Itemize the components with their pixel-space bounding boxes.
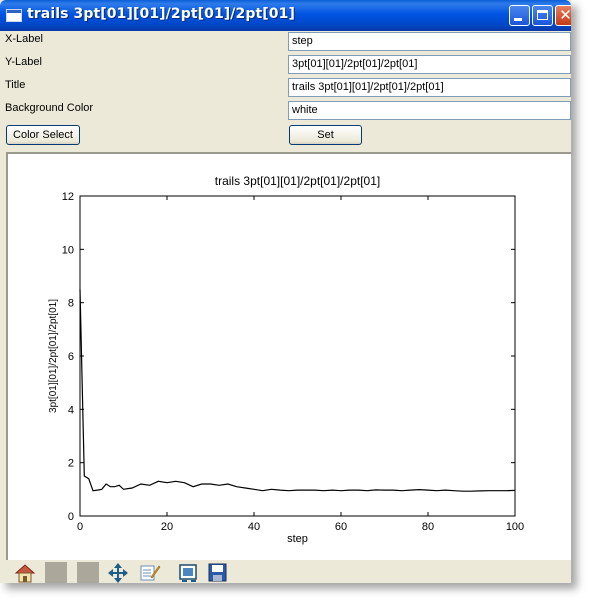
bgcolor-input[interactable]: white	[288, 101, 571, 120]
title-bar[interactable]: trails 3pt[01][01]/2pt[01]/2pt[01] ✕	[0, 0, 571, 31]
y-tick-label: 8	[68, 298, 74, 310]
set-button[interactable]: Set	[289, 125, 362, 145]
y-tick-label: 4	[68, 404, 74, 416]
navigation-toolbar	[0, 560, 571, 583]
x-tick-label: 0	[77, 521, 83, 533]
home-icon[interactable]	[14, 562, 36, 583]
series-line	[79, 289, 516, 492]
xlabel-input[interactable]: step	[288, 32, 571, 51]
pan-icon[interactable]	[107, 562, 129, 583]
color-select-button[interactable]: Color Select	[6, 125, 80, 145]
settings-form: X-Label Y-Label Title Background Color s…	[3, 32, 571, 150]
minimize-button[interactable]	[509, 5, 530, 26]
zoom-icon[interactable]	[139, 562, 161, 583]
x-tick-label: 20	[161, 521, 173, 533]
subplots-icon[interactable]	[178, 562, 200, 583]
window-title: trails 3pt[01][01]/2pt[01]/2pt[01]	[27, 6, 295, 22]
y-tick-label: 2	[68, 458, 74, 470]
bgcolor-label: Background Color	[5, 102, 94, 114]
maximize-button[interactable]	[532, 5, 553, 26]
x-tick-label: 40	[248, 521, 260, 533]
title-label: Title	[5, 79, 26, 91]
line-chart: trails 3pt[01][01]/2pt[01]/2pt[01] step …	[48, 174, 524, 545]
xlabel-label: X-Label	[5, 33, 43, 45]
plot-canvas: trails 3pt[01][01]/2pt[01]/2pt[01] step …	[6, 152, 571, 560]
plot-area	[79, 195, 516, 517]
y-tick-label: 10	[62, 244, 74, 256]
plot-window: trails 3pt[01][01]/2pt[01]/2pt[01] ✕ X-L…	[0, 0, 571, 583]
chart-title: trails 3pt[01][01]/2pt[01]/2pt[01]	[215, 174, 380, 188]
maximize-icon	[537, 10, 548, 20]
close-button[interactable]: ✕	[555, 5, 571, 26]
y-axis-label: 3pt[01][01]/2pt[01]/2pt[01]	[48, 299, 59, 413]
close-icon: ✕	[559, 6, 571, 24]
minimize-icon	[514, 18, 522, 21]
y-tick-label: 12	[62, 191, 74, 203]
ylabel-input[interactable]: 3pt[01][01]/2pt[01]/2pt[01]	[288, 55, 571, 74]
x-tick-label: 60	[335, 521, 347, 533]
y-tick-label: 6	[68, 351, 74, 363]
save-icon[interactable]	[207, 562, 229, 583]
y-tick-label: 0	[68, 511, 74, 523]
window-icon	[6, 9, 22, 22]
x-tick-label: 80	[422, 521, 434, 533]
forward-icon[interactable]	[77, 562, 99, 583]
x-tick-label: 100	[506, 521, 524, 533]
axis-ticks: 0 20 40 60 80 100 0 2 4 6 8 10 12	[62, 191, 524, 533]
back-icon[interactable]	[45, 562, 67, 583]
title-input[interactable]: trails 3pt[01][01]/2pt[01]/2pt[01]	[288, 78, 571, 97]
ylabel-label: Y-Label	[5, 56, 42, 68]
x-axis-label: step	[287, 533, 308, 545]
